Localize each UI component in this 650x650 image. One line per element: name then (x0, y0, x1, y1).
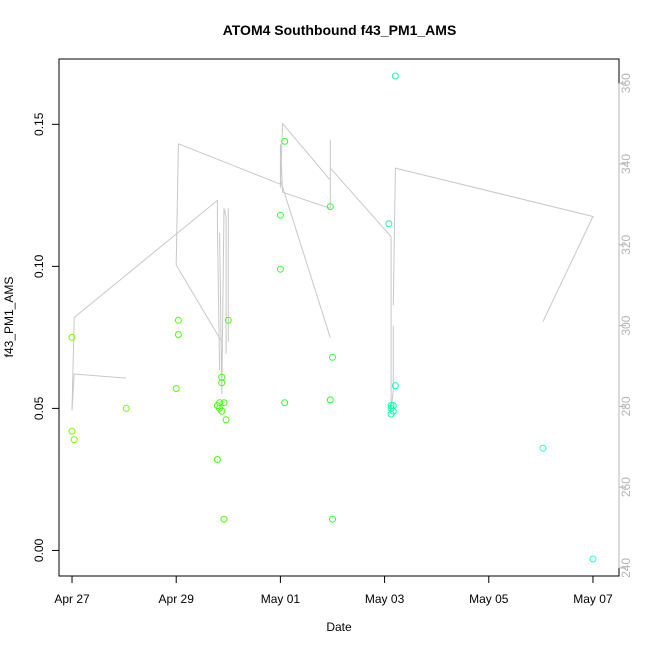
line-segment-9 (329, 167, 394, 411)
y-tick-label: 0.10 (32, 254, 46, 278)
data-point-5 (174, 316, 182, 324)
data-point-18 (276, 211, 284, 219)
data-point-20 (281, 137, 289, 145)
data-point-1 (68, 427, 76, 435)
data-point-11 (218, 407, 226, 415)
data-point-26 (385, 220, 393, 228)
x-tick-label: May 05 (469, 592, 509, 606)
data-point-34 (539, 444, 547, 452)
data-point-16 (222, 416, 230, 424)
data-point-25 (329, 515, 336, 523)
data-point-32 (391, 382, 399, 390)
chart-title: ATOM4 Southbound f43_PM1_AMS (223, 22, 457, 38)
x-tick-label: Apr 27 (54, 592, 90, 606)
data-point-2 (70, 436, 78, 444)
data-point-22 (326, 203, 334, 211)
data-point-31 (389, 402, 397, 410)
line-segment-3 (175, 264, 223, 342)
x-axis: Apr 27 Apr 29 May 01 May 03 May 05 May 07 (54, 575, 613, 606)
data-point-13 (218, 373, 226, 381)
y2-tick-label: 280 (619, 396, 633, 416)
point-series (68, 72, 597, 563)
y-tick-label: 0.05 (32, 396, 46, 420)
y-axis-label: f43_PM1_AMS (2, 277, 16, 358)
data-point-7 (213, 456, 221, 463)
x-axis-label: Date (326, 620, 352, 634)
x-tick-label: Apr 29 (159, 592, 195, 606)
data-point-4 (172, 385, 180, 392)
data-point-35 (589, 555, 597, 563)
plot-frame (58, 58, 620, 577)
line-segment-4 (219, 208, 227, 395)
y2-tick-label: 300 (619, 315, 633, 335)
line-segment-2 (175, 122, 331, 266)
y-axis-left: 0.00 0.05 0.10 0.15 (32, 112, 60, 562)
y2-tick-label: 320 (619, 234, 633, 254)
y2-tick-label: 240 (619, 558, 633, 578)
data-point-15 (220, 515, 228, 523)
y2-tick-label: 340 (619, 154, 633, 174)
y2-tick-label: 360 (619, 73, 633, 93)
data-point-14 (220, 399, 228, 407)
line-segment-10 (392, 167, 594, 322)
y-tick-label: 0.15 (32, 112, 46, 136)
data-point-33 (391, 72, 399, 80)
line-series (71, 122, 594, 411)
line-segment-0 (71, 373, 127, 411)
data-point-3 (122, 404, 130, 412)
data-point-0 (68, 333, 76, 341)
y-axis-right: 240 260 280 300 320 340 360 (618, 73, 633, 578)
data-point-23 (326, 396, 334, 404)
y-tick-label: 0.00 (32, 538, 46, 562)
y2-tick-label: 260 (619, 477, 633, 497)
data-point-21 (281, 399, 289, 407)
data-point-19 (276, 265, 284, 273)
data-point-24 (329, 353, 336, 361)
x-tick-label: May 03 (365, 592, 405, 606)
x-tick-label: May 07 (573, 592, 613, 606)
line-segment-1 (71, 199, 221, 411)
line-segment-7 (279, 180, 331, 338)
data-point-17 (224, 316, 232, 324)
x-tick-label: May 01 (261, 592, 301, 606)
line-segment-6 (279, 143, 331, 209)
data-point-6 (174, 331, 182, 338)
